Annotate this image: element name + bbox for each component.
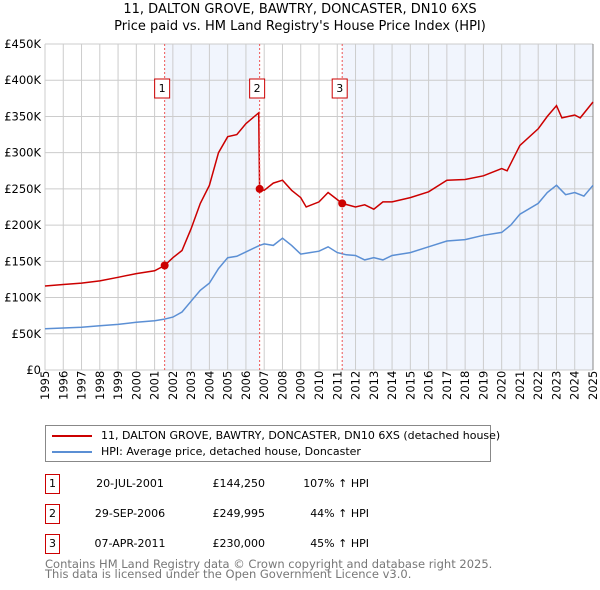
y-tick-label: £350K (4, 109, 41, 123)
x-tick-label: 2021 (513, 371, 527, 400)
y-tick-label: £150K (4, 254, 41, 268)
sale-date: 29-SEP-2006 (94, 507, 166, 520)
price-chart: 1995 1996 1997 1998 1999 2000 2001 2002 2003 2004… (4, 37, 600, 400)
sale-point (160, 261, 169, 270)
x-tick-label: 2006 (239, 371, 253, 400)
x-tick-label: 2016 (422, 371, 436, 400)
legend-swatch-blue (52, 451, 92, 453)
x-tick-label: 2011 (330, 371, 344, 400)
shaded-period (342, 44, 593, 370)
sale-marker-box (154, 78, 171, 99)
series-line (44, 184, 594, 330)
x-tick-label: 2018 (458, 371, 472, 400)
sale-marker-label: 3 (336, 82, 343, 95)
x-tick-label: 2003 (184, 371, 198, 400)
x-tick-label: 2000 (129, 371, 143, 400)
x-tick-label: 2022 (531, 371, 545, 400)
legend: 11, DALTON GROVE, BAWTRY, DONCASTER, DN1… (45, 425, 500, 462)
x-tick-label: 2015 (403, 371, 417, 400)
x-tick-label: 2020 (495, 371, 509, 400)
y-tick-label: £250K (4, 182, 41, 196)
y-tick-label: £450K (4, 37, 41, 51)
y-tick-label: £300K (4, 146, 41, 160)
sale-marker-badge: 3 (45, 534, 60, 554)
x-tick-label: 2013 (367, 371, 381, 400)
x-tick-label: 2008 (275, 371, 289, 400)
y-tick-label: £100K (4, 291, 41, 305)
sale-row: 2 29-SEP-2006 £249,995 44% ↑ HPI (45, 504, 445, 524)
x-tick-label: 2017 (440, 371, 454, 400)
chart-subtitle: Price paid vs. HM Land Registry's House … (114, 19, 486, 34)
x-tick-label: 1995 (38, 371, 52, 400)
sale-date: 20-JUL-2001 (96, 477, 164, 490)
x-tick-label: 1998 (93, 371, 107, 400)
x-tick-label: 2005 (221, 371, 235, 400)
x-tick-label: 2004 (202, 371, 216, 400)
sale-marker-badge: 1 (45, 474, 60, 494)
sale-hpi-diff: 107% ↑ HPI (303, 477, 369, 490)
x-tick-label: 2019 (476, 371, 490, 400)
x-tick-label: 2014 (385, 371, 399, 400)
sale-price: £144,250 (212, 477, 266, 490)
sale-row: 3 07-APR-2011 £230,000 45% ↑ HPI (45, 534, 445, 554)
sale-price: £230,000 (212, 537, 266, 550)
x-tick-label: 2024 (568, 371, 582, 400)
footer-line: Contains HM Land Registry data © Crown c… (45, 557, 493, 571)
sale-point (338, 199, 347, 208)
footer-line: This data is licensed under the Open Gov… (45, 567, 412, 581)
sale-point (255, 184, 264, 193)
y-tick-label: £200K (4, 218, 41, 232)
sale-date: 07-APR-2011 (94, 537, 166, 550)
series-line (44, 101, 594, 287)
x-tick-label: 1997 (75, 371, 89, 400)
legend-swatch-red (52, 435, 92, 437)
shaded-period (164, 44, 260, 370)
footer: Contains HM Land Registry data © Crown c… (45, 557, 493, 581)
sale-price: £249,995 (212, 507, 266, 520)
legend-label: HPI: Average price, detached house, Donc… (101, 445, 361, 458)
x-tick-label: 2007 (257, 371, 271, 400)
y-tick-label: £50K (12, 327, 42, 341)
legend-label: 11, DALTON GROVE, BAWTRY, DONCASTER, DN1… (101, 429, 501, 442)
sale-row: 1 20-JUL-2001 £144,250 107% ↑ HPI (45, 474, 445, 494)
x-tick-label: 2012 (349, 371, 363, 400)
sale-marker-badge: 2 (45, 504, 60, 524)
x-tick-label: 2009 (294, 371, 308, 400)
sale-marker-box (249, 78, 266, 99)
x-tick-label: 2010 (312, 371, 326, 400)
x-tick-label: 2025 (586, 371, 600, 400)
sale-marker-label: 2 (254, 82, 261, 95)
sale-marker-label: 1 (159, 82, 166, 95)
y-tick-label: £0 (26, 363, 41, 377)
x-tick-label: 2023 (549, 371, 563, 400)
sale-hpi-diff: 45% ↑ HPI (310, 537, 369, 550)
chart-title: 11, DALTON GROVE, BAWTRY, DONCASTER, DN1… (123, 2, 477, 17)
sale-marker-box (331, 78, 348, 99)
x-tick-label: 1999 (111, 371, 125, 400)
x-tick-label: 1996 (56, 371, 70, 400)
x-tick-label: 2001 (148, 371, 162, 400)
y-tick-label: £400K (4, 73, 41, 87)
x-tick-label: 2002 (166, 371, 180, 400)
sale-hpi-diff: 44% ↑ HPI (310, 507, 369, 520)
